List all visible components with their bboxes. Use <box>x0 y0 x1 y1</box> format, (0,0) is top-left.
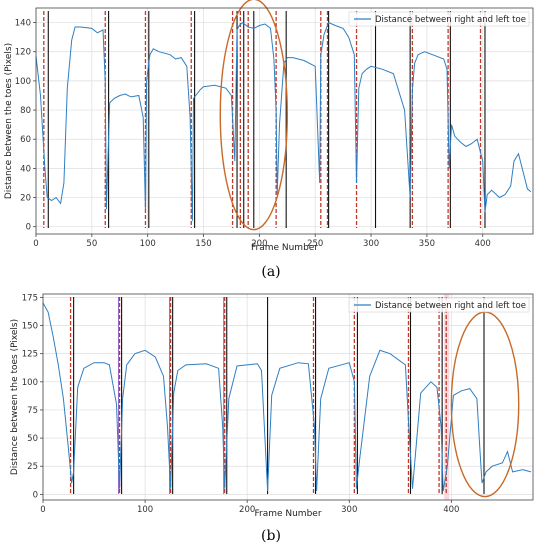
chart-panel-a: 0 50 100 150 200 250 300 350 400 0 20 40 60 80 100 120 1… <box>4 0 534 253</box>
y-tick-label: 175 <box>22 293 38 303</box>
y-tick-label: 75 <box>27 406 38 416</box>
y-tick-label: 20 <box>20 194 31 204</box>
series-line <box>35 21 532 221</box>
y-tick-label: 120 <box>15 48 31 58</box>
y-tick-label: 60 <box>20 135 31 145</box>
x-tick-label: 200 <box>239 505 255 515</box>
x-tick-label: 50 <box>86 239 97 249</box>
plot-frame <box>42 293 534 501</box>
panel-label-a: (a) <box>261 264 281 280</box>
series-line <box>42 302 532 492</box>
y-tick-label: 150 <box>22 322 38 332</box>
legend-box <box>348 297 530 313</box>
y-tick-label: 80 <box>20 106 31 116</box>
x-tick-label: 400 <box>443 505 459 515</box>
y-tick-label: 0 <box>33 490 38 500</box>
y-tick-label: 25 <box>27 462 38 472</box>
y-tick-label: 0 <box>26 223 31 233</box>
x-tick-label: 300 <box>363 239 379 249</box>
panel-label-b: (b) <box>261 528 281 544</box>
x-tick-label: 0 <box>40 505 45 515</box>
x-tick-label: 100 <box>137 505 153 515</box>
x-tick-label: 100 <box>140 239 156 249</box>
x-tick-label: 400 <box>475 239 491 249</box>
y-axis-title: Distance between the toes (Pixels) <box>10 319 20 475</box>
legend-box <box>348 11 530 27</box>
legend-label: Distance between right and left toe <box>375 301 526 311</box>
highlight-ellipse <box>219 0 288 231</box>
y-tick-label: 50 <box>27 434 38 444</box>
legend-label: Distance between right and left toe <box>375 15 526 25</box>
chart-panel-b: 0 100 200 300 400 0 25 50 75 100 125 150 175 Frame Nu… <box>10 293 534 519</box>
plot-frame <box>35 7 534 235</box>
y-tick-label: 40 <box>20 164 31 174</box>
y-tick-label: 100 <box>22 378 38 388</box>
x-tick-label: 150 <box>195 239 211 249</box>
x-tick-label: 350 <box>419 239 435 249</box>
x-tick-label: 250 <box>307 239 323 249</box>
y-tick-label: 100 <box>15 77 31 87</box>
y-tick-label: 125 <box>22 350 38 360</box>
y-tick-label: 140 <box>15 19 31 29</box>
y-axis-title: Distance between the toes (Pixels) <box>4 43 14 199</box>
x-tick-label: 300 <box>341 505 357 515</box>
x-tick-label: 200 <box>251 239 267 249</box>
x-axis-title: Frame Number <box>251 243 318 253</box>
x-tick-label: 0 <box>33 239 38 249</box>
highlight-ellipse <box>450 311 520 498</box>
x-axis-title: Frame Number <box>254 509 321 519</box>
